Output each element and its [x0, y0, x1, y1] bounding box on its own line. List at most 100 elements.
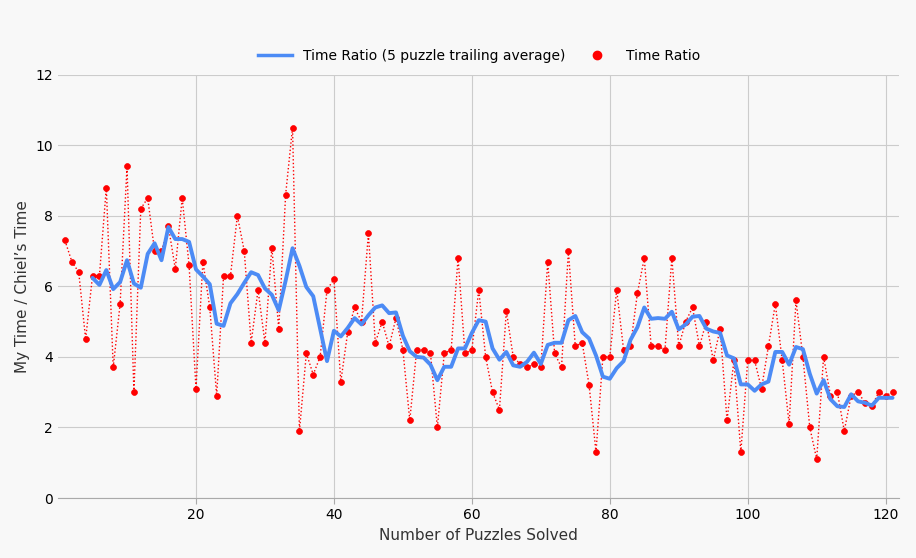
Point — [775, 356, 790, 365]
Point — [409, 345, 424, 354]
Point — [547, 349, 562, 358]
Point — [747, 356, 762, 365]
Point — [796, 353, 811, 362]
Point — [499, 306, 514, 315]
Point — [368, 338, 383, 347]
Point — [540, 257, 555, 266]
Point — [685, 303, 700, 312]
Point — [58, 236, 72, 245]
Point — [603, 353, 617, 362]
Point — [341, 328, 355, 336]
Point — [478, 353, 493, 362]
Point — [671, 342, 686, 351]
Point — [99, 183, 114, 192]
X-axis label: Number of Puzzles Solved: Number of Puzzles Solved — [379, 528, 578, 543]
Point — [726, 356, 741, 365]
Point — [430, 423, 444, 432]
Point — [361, 229, 376, 238]
Point — [485, 388, 500, 397]
Point — [616, 345, 631, 354]
Point — [623, 342, 638, 351]
Point — [451, 254, 465, 263]
Point — [720, 416, 735, 425]
Point — [271, 324, 286, 333]
Point — [292, 426, 307, 435]
Point — [257, 338, 272, 347]
Point — [595, 353, 610, 362]
Point — [754, 384, 769, 393]
Point — [885, 388, 900, 397]
Point — [120, 162, 135, 171]
Point — [609, 285, 624, 294]
Point — [761, 342, 776, 351]
Point — [147, 247, 162, 256]
Point — [713, 324, 727, 333]
Point — [168, 264, 182, 273]
Point — [210, 391, 224, 400]
Point — [562, 247, 576, 256]
Point — [416, 345, 431, 354]
Point — [582, 381, 596, 389]
Point — [692, 342, 707, 351]
Point — [781, 420, 796, 429]
Point — [333, 377, 348, 386]
Point — [650, 342, 665, 351]
Point — [464, 345, 479, 354]
Point — [589, 448, 604, 456]
Point — [444, 345, 459, 354]
Point — [664, 254, 679, 263]
Point — [658, 345, 672, 354]
Point — [71, 268, 86, 277]
Point — [265, 243, 279, 252]
Point — [458, 349, 473, 358]
Point — [202, 303, 217, 312]
Y-axis label: My Time / Chiel’s Time: My Time / Chiel’s Time — [15, 200, 30, 373]
Point — [527, 359, 541, 368]
Point — [837, 426, 852, 435]
Point — [506, 353, 520, 362]
Point — [354, 317, 369, 326]
Point — [802, 423, 817, 432]
Point — [519, 363, 534, 372]
Point — [423, 349, 438, 358]
Point — [554, 363, 569, 372]
Point — [230, 211, 245, 220]
Point — [568, 342, 583, 351]
Point — [699, 317, 714, 326]
Legend: Time Ratio (5 puzzle trailing average), Time Ratio: Time Ratio (5 puzzle trailing average), … — [252, 44, 705, 69]
Point — [644, 342, 659, 351]
Point — [396, 345, 410, 354]
Point — [78, 335, 93, 344]
Point — [216, 271, 231, 280]
Point — [375, 317, 389, 326]
Point — [388, 314, 403, 323]
Point — [830, 388, 845, 397]
Point — [299, 349, 313, 358]
Point — [865, 402, 879, 411]
Point — [285, 123, 300, 132]
Point — [810, 455, 824, 464]
Point — [93, 271, 107, 280]
Point — [347, 303, 362, 312]
Point — [64, 257, 79, 266]
Point — [734, 448, 748, 456]
Point — [768, 300, 782, 309]
Point — [306, 370, 321, 379]
Point — [789, 296, 803, 305]
Point — [878, 391, 893, 400]
Point — [851, 388, 866, 397]
Point — [237, 247, 252, 256]
Point — [382, 342, 397, 351]
Point — [113, 300, 127, 309]
Point — [679, 317, 693, 326]
Point — [161, 222, 176, 231]
Point — [816, 353, 831, 362]
Point — [312, 353, 327, 362]
Point — [327, 275, 342, 283]
Point — [224, 271, 238, 280]
Point — [472, 285, 486, 294]
Point — [134, 204, 148, 213]
Point — [706, 356, 721, 365]
Point — [278, 190, 293, 199]
Point — [437, 349, 452, 358]
